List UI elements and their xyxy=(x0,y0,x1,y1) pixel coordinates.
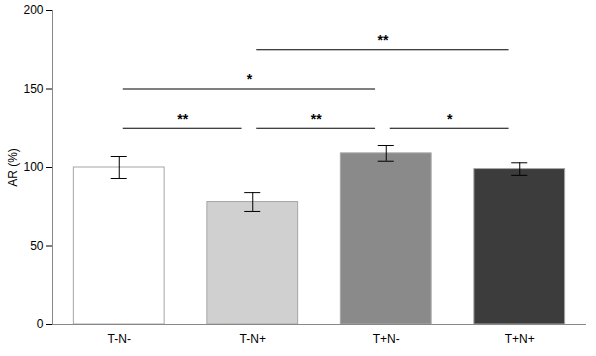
svg-text:**: ** xyxy=(377,32,388,48)
svg-text:*: * xyxy=(247,71,253,87)
svg-text:T-N-: T-N- xyxy=(108,332,131,346)
svg-text:100: 100 xyxy=(23,160,43,174)
svg-text:**: ** xyxy=(177,111,188,127)
svg-text:200: 200 xyxy=(23,3,43,17)
svg-text:150: 150 xyxy=(23,82,43,96)
svg-text:50: 50 xyxy=(30,239,44,253)
svg-text:T+N-: T+N- xyxy=(373,332,400,346)
svg-text:0: 0 xyxy=(37,317,44,331)
svg-text:*: * xyxy=(447,111,453,127)
svg-text:T-N+: T-N+ xyxy=(240,332,266,346)
svg-text:AR (%): AR (%) xyxy=(6,148,20,187)
svg-text:T+N+: T+N+ xyxy=(505,332,535,346)
svg-text:**: ** xyxy=(311,111,322,127)
